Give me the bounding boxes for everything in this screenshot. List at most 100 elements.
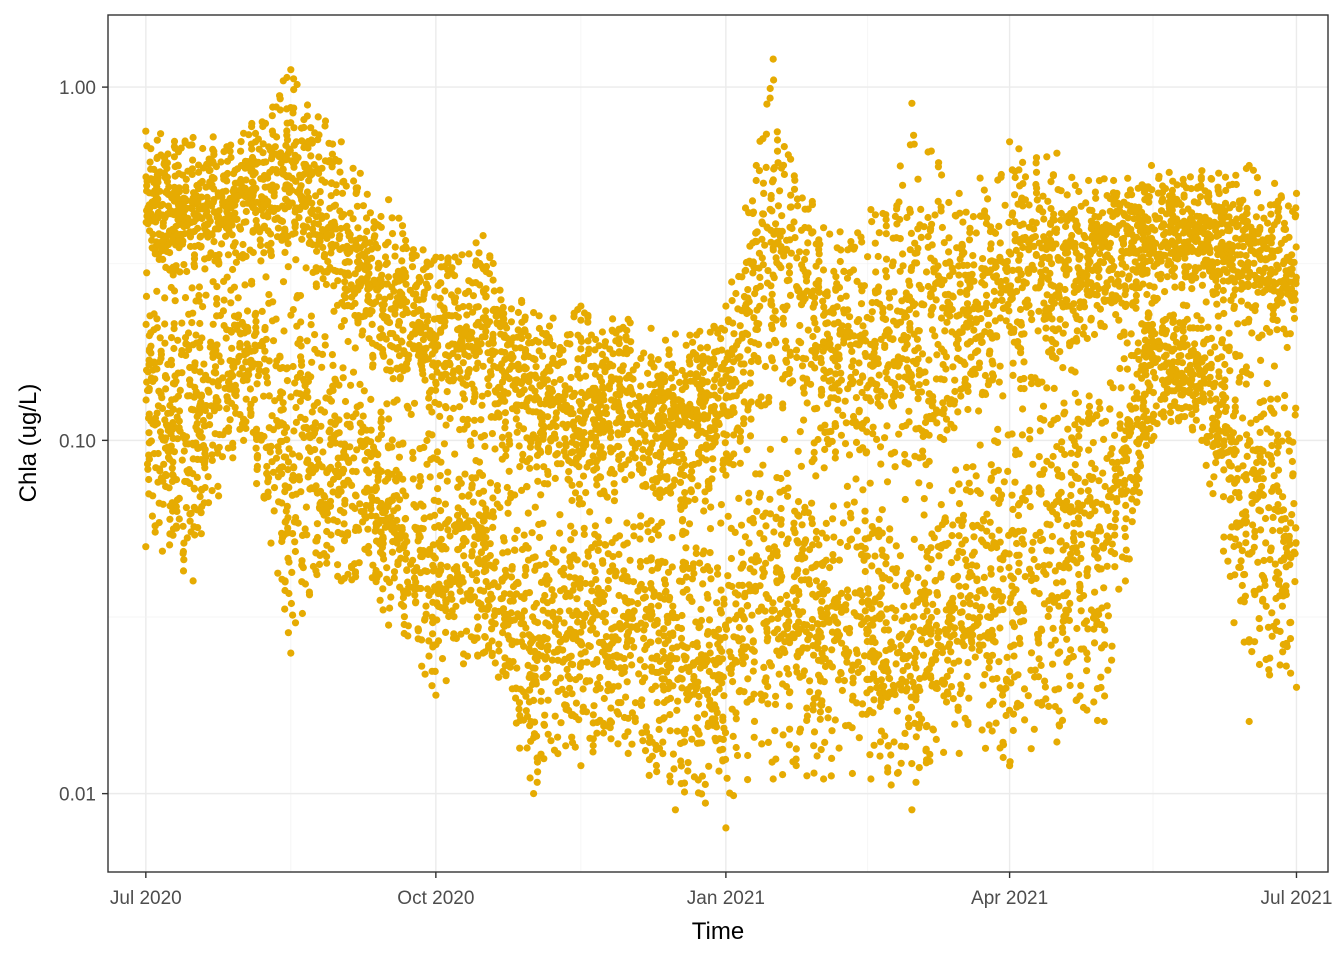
data-point xyxy=(156,428,165,436)
data-point xyxy=(560,619,568,627)
data-point xyxy=(229,443,237,452)
data-point xyxy=(1116,411,1124,419)
data-point xyxy=(796,321,804,330)
data-point xyxy=(518,334,526,343)
data-point xyxy=(1056,348,1064,356)
data-point xyxy=(1234,320,1242,328)
data-point xyxy=(1231,571,1239,579)
data-point xyxy=(567,522,575,530)
data-point xyxy=(557,567,565,576)
data-point xyxy=(178,319,186,327)
data-point xyxy=(697,616,706,625)
data-point xyxy=(318,176,326,184)
data-point xyxy=(745,489,753,497)
data-point xyxy=(689,338,697,346)
data-point xyxy=(914,175,922,183)
data-point xyxy=(1262,539,1270,547)
data-point xyxy=(720,692,728,700)
data-point xyxy=(837,294,845,302)
data-point xyxy=(1034,327,1042,335)
data-point xyxy=(749,209,757,218)
data-point xyxy=(1093,301,1101,310)
data-point xyxy=(1066,508,1074,516)
data-point xyxy=(948,328,956,336)
data-point xyxy=(1291,550,1299,558)
data-point xyxy=(745,581,753,589)
data-point xyxy=(753,325,762,334)
data-point xyxy=(810,455,818,463)
data-point xyxy=(535,533,544,542)
data-point xyxy=(641,747,650,755)
data-point xyxy=(919,447,927,455)
data-point xyxy=(1220,309,1228,318)
data-point xyxy=(916,675,924,683)
data-point xyxy=(954,706,962,714)
data-point xyxy=(521,316,529,324)
data-point xyxy=(211,363,220,371)
data-point xyxy=(964,659,972,667)
data-point xyxy=(258,307,266,315)
data-point xyxy=(873,298,881,307)
data-point xyxy=(933,419,941,427)
data-point xyxy=(395,214,403,222)
data-point xyxy=(1091,588,1099,596)
data-point xyxy=(571,389,579,397)
data-point xyxy=(910,131,918,139)
data-point xyxy=(521,571,529,580)
data-point xyxy=(1093,716,1102,725)
data-point xyxy=(292,403,300,412)
data-point xyxy=(323,541,331,549)
data-point xyxy=(1067,646,1075,654)
data-point xyxy=(1011,167,1019,176)
data-point xyxy=(1057,537,1065,545)
data-point xyxy=(779,314,787,322)
data-point xyxy=(688,735,696,743)
data-point xyxy=(794,447,802,455)
data-point xyxy=(951,720,959,728)
data-point xyxy=(319,448,327,456)
data-point xyxy=(721,439,729,447)
data-point xyxy=(621,461,629,469)
data-point xyxy=(243,307,252,315)
data-point xyxy=(710,355,718,363)
data-point xyxy=(554,733,562,741)
data-point xyxy=(1030,555,1038,564)
data-point xyxy=(420,515,428,523)
data-point xyxy=(790,603,798,611)
data-point xyxy=(779,771,787,779)
data-point xyxy=(183,534,191,542)
data-point xyxy=(929,726,938,734)
data-point xyxy=(1292,524,1300,532)
data-point xyxy=(1273,449,1281,457)
data-point xyxy=(459,660,468,668)
data-point xyxy=(516,463,524,471)
data-point xyxy=(383,564,391,572)
data-point xyxy=(1046,230,1054,238)
data-point xyxy=(1018,431,1026,439)
data-point xyxy=(924,282,932,291)
data-point xyxy=(871,239,879,247)
data-point xyxy=(750,658,758,666)
data-point xyxy=(1269,526,1277,535)
data-point xyxy=(229,265,237,274)
data-point xyxy=(492,558,500,566)
data-point xyxy=(758,740,766,748)
data-point xyxy=(267,248,275,256)
data-point xyxy=(534,768,542,776)
data-point xyxy=(292,256,300,264)
data-point xyxy=(486,540,494,548)
data-point xyxy=(426,473,434,481)
data-point xyxy=(443,477,451,485)
data-point xyxy=(647,353,655,361)
data-point xyxy=(497,296,505,304)
data-point xyxy=(394,560,402,569)
data-point xyxy=(677,502,685,510)
data-point xyxy=(748,197,757,205)
data-point xyxy=(1270,362,1278,370)
data-point xyxy=(1043,153,1051,161)
data-point xyxy=(964,405,972,414)
data-point xyxy=(190,255,199,263)
data-point xyxy=(600,694,608,703)
data-point xyxy=(760,189,768,197)
data-point xyxy=(848,347,856,355)
